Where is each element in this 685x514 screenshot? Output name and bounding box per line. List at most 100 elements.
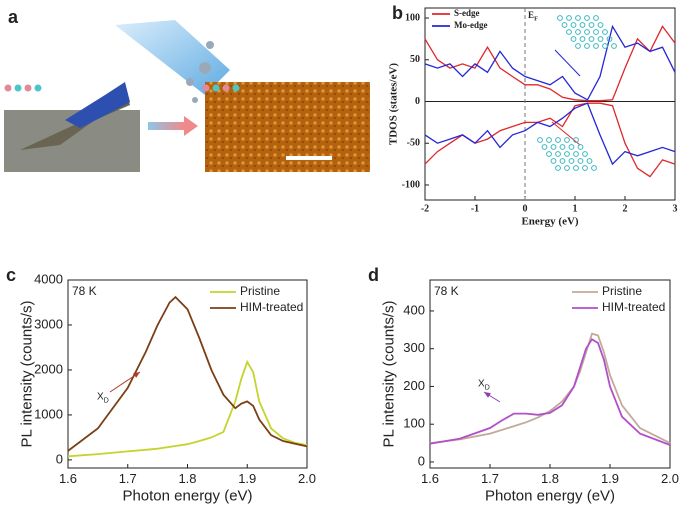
annotation: X — [97, 392, 104, 403]
x-tick-label: 1 — [573, 203, 578, 214]
annotation-subscript: D — [485, 384, 490, 391]
y-tick-label: 400 — [403, 302, 425, 317]
y-tick-label: 200 — [403, 378, 425, 393]
flake-blue — [65, 82, 130, 128]
inset-atom — [597, 36, 604, 42]
plot-frame — [424, 7, 676, 201]
inset-atom — [582, 151, 588, 157]
ion — [186, 78, 194, 86]
series-line — [429, 338, 671, 446]
inset-atom — [573, 151, 579, 157]
annotation-arrowhead — [484, 392, 491, 398]
inset-atom — [577, 158, 584, 164]
inset-atom — [588, 36, 595, 42]
inset-atom — [606, 36, 613, 42]
y-tick-label: 100 — [403, 416, 425, 431]
annotation-subscript: F — [534, 16, 538, 23]
illustration — [4, 20, 370, 172]
y-tick-label: 3000 — [34, 316, 63, 331]
inset-atom — [564, 165, 570, 171]
inset-atom — [557, 15, 563, 21]
x-axis-label: Photon energy (eV) — [485, 488, 615, 505]
annotation: X — [478, 379, 485, 390]
panel-label: c — [6, 265, 16, 285]
inset-atom — [573, 165, 579, 171]
inset-atom — [564, 137, 570, 143]
atom — [24, 84, 32, 92]
ion-beam — [115, 20, 230, 95]
y-tick-label: 4000 — [34, 271, 63, 286]
inset-atom — [546, 151, 552, 157]
panel-label: d — [368, 265, 379, 285]
inset-atom — [568, 158, 575, 164]
y-axis-label: PL intensity (counts/s) — [19, 300, 36, 447]
x-tick-label: 1.9 — [238, 471, 256, 486]
y-tick-label: 50 — [410, 54, 420, 65]
inset-atom — [575, 15, 581, 21]
x-tick-label: 0 — [523, 203, 528, 214]
arrow-body — [148, 122, 184, 130]
inset-atom — [546, 137, 552, 143]
x-tick-label: 1.6 — [59, 471, 77, 486]
inset-atom — [593, 15, 599, 21]
x-tick-label: 1.9 — [601, 471, 619, 486]
annotation: E — [528, 10, 534, 20]
atom — [14, 84, 22, 92]
inset-atom — [579, 36, 586, 42]
inset-atom — [541, 144, 548, 150]
series-line — [424, 102, 676, 178]
x-tick-label: 1.7 — [481, 471, 499, 486]
legend-label: S-edge — [454, 8, 480, 18]
inset-atom — [550, 144, 557, 150]
legend-label: Pristine — [602, 284, 642, 298]
x-tick-label: 1.8 — [178, 471, 196, 486]
x-tick-label: 1.8 — [541, 471, 559, 486]
inset-atom — [573, 137, 579, 143]
atom — [222, 84, 230, 92]
x-tick-label: 2.0 — [298, 471, 316, 486]
inset-atom — [568, 144, 575, 150]
inset-atom — [602, 43, 608, 49]
atom — [4, 84, 12, 92]
annotation-subscript: D — [104, 397, 109, 404]
inset-atom — [575, 29, 581, 35]
legend-label: Pristine — [240, 284, 280, 298]
inset-atom — [566, 15, 572, 21]
y-axis-label: PL intensity (counts/s) — [381, 300, 398, 447]
x-tick-label: -2 — [421, 203, 429, 214]
x-tick-label: 2.0 — [661, 471, 679, 486]
legend-label: HIM-treated — [240, 300, 303, 314]
inset-atom — [564, 151, 570, 157]
y-tick-label: -100 — [402, 179, 420, 190]
inset-atom — [555, 165, 561, 171]
x-tick-label: 1.7 — [119, 471, 137, 486]
legend-label: HIM-treated — [602, 300, 665, 314]
plot: 1.6 1.7 1.8 1.9 2.0 0 100 200 300 400 Photon energ… — [381, 279, 679, 505]
inset-atom — [586, 158, 593, 164]
atom — [34, 84, 42, 92]
inset-arrow — [554, 49, 581, 77]
inset-atom — [597, 22, 604, 28]
arrow-head — [184, 116, 198, 136]
inset-arrow — [551, 121, 581, 146]
legend-label: Mo-edge — [454, 20, 488, 30]
panel-label: b — [392, 3, 403, 23]
x-tick-label: 1.6 — [421, 471, 439, 486]
annotation: 78 K — [72, 284, 97, 298]
series-line — [67, 359, 308, 458]
series-line — [67, 295, 308, 452]
inset-atom — [611, 43, 617, 49]
series-line — [424, 25, 676, 102]
x-axis-label: Energy (eV) — [521, 216, 578, 228]
y-tick-label: 2000 — [34, 361, 63, 376]
inset-atom — [570, 22, 577, 28]
inset-atom — [582, 165, 588, 171]
inset-atom — [593, 43, 599, 49]
x-tick-label: 2 — [623, 203, 628, 214]
ion — [199, 62, 211, 74]
y-tick-label: 0 — [415, 96, 420, 107]
inset-atom — [588, 22, 595, 28]
inset-atom — [566, 29, 572, 35]
atom — [202, 84, 210, 92]
